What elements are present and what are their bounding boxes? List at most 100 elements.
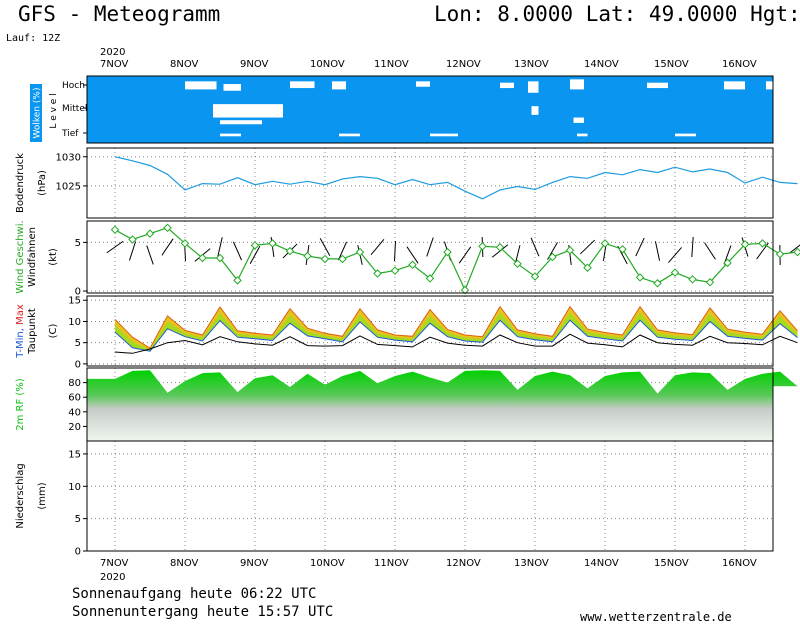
level-axis-label: L e v e l	[49, 93, 59, 128]
wind-speed-point	[565, 245, 575, 255]
date-label-top: 9NOV	[240, 59, 269, 70]
y-tick-label: 15	[68, 296, 81, 307]
y-tick-label: 40	[68, 407, 81, 418]
wind-speed-point	[408, 260, 417, 270]
wind-speed-point	[478, 242, 487, 251]
clear-sky-patch	[416, 81, 430, 87]
wind-speed-point	[775, 249, 785, 259]
date-label-top: 13NOV	[514, 59, 549, 70]
model-run: Lauf: 12Z	[6, 33, 61, 44]
wind-barb	[319, 238, 331, 256]
wind-barb	[530, 237, 540, 257]
wind-speed-point	[145, 229, 155, 238]
temperature-max-line	[114, 305, 798, 349]
clear-sky-patch	[647, 82, 668, 89]
date-label-bottom: 13NOV	[514, 558, 549, 569]
temperature-warm-band	[115, 306, 798, 350]
clear-sky-patch	[430, 133, 458, 137]
wind-speed-point	[285, 246, 295, 256]
wind-barb	[106, 240, 124, 254]
clear-sky-patch	[220, 120, 262, 125]
location-coordinates: Lon: 8.0000 Lat: 49.0000 Hgt: 18	[434, 2, 800, 26]
pressure-axis-label: Bodendruck	[15, 153, 26, 213]
wind-speed-line	[114, 227, 798, 292]
dewpoint-axis-label: Taupunkt	[27, 308, 38, 355]
wind-barb	[217, 237, 223, 257]
y-tick-label: 60	[68, 393, 81, 404]
date-label-bottom: 10NOV	[310, 558, 345, 569]
wind-speed-point	[215, 253, 225, 263]
wind-speed-point	[110, 225, 120, 234]
panel-frame	[86, 295, 774, 367]
cloud-axis-label: Wolken (%)	[33, 88, 43, 139]
y-tick-label: 5	[75, 238, 81, 249]
page-title: GFS - Meteogramm	[18, 2, 221, 26]
precipitation-axis-label: Niederschlag	[15, 463, 26, 528]
y-tick-label: 20	[68, 422, 81, 433]
date-label-top: 7NOV	[100, 59, 129, 70]
wind-speed-point	[233, 276, 242, 285]
wind-barb	[232, 241, 243, 261]
wind-speed-point	[793, 247, 800, 257]
date-label-top: 8NOV	[170, 59, 199, 70]
panel-frame	[86, 147, 774, 219]
precipitation-unit-label: (mm)	[37, 482, 48, 509]
wind-speed-point	[740, 240, 750, 249]
y-tick-label: 0	[75, 287, 81, 298]
wind-axis-label: Wind Geschwi.	[15, 220, 26, 293]
wind-speed-point	[180, 239, 190, 248]
clear-sky-patch	[339, 133, 360, 137]
y-tick-label: 15	[68, 449, 81, 460]
wind-speed-point	[583, 263, 592, 272]
date-label-bottom: 12NOV	[446, 558, 481, 569]
y-tick-label: 0	[75, 547, 81, 558]
wind-speed-point	[530, 272, 540, 281]
cloud-level-label: Mittel	[62, 104, 87, 114]
date-label-bottom: 14NOV	[584, 558, 619, 569]
wind-barb	[691, 236, 694, 258]
wind-speed-point	[163, 223, 172, 233]
wind-barb	[370, 239, 385, 255]
pressure-line	[114, 156, 798, 200]
y-tick-label: 80	[68, 378, 81, 389]
y-tick-label: 5	[75, 514, 81, 525]
wind-barb	[406, 246, 419, 264]
y-tick-label: 10	[68, 317, 81, 328]
temperature-min-line	[114, 319, 798, 352]
wind-speed-point	[303, 251, 312, 261]
website-link[interactable]: www.wetterzentrale.de	[580, 610, 732, 624]
clear-sky-patch	[675, 133, 696, 137]
cloud-panel-frame	[86, 75, 774, 144]
wind-speed-point	[268, 239, 277, 248]
wind-barb	[426, 237, 434, 257]
cloud-label-box	[30, 84, 42, 142]
date-label-bottom: 8NOV	[170, 558, 199, 569]
wind-barb	[128, 241, 137, 261]
sunset-text: Sonnenuntergang heute 15:57 UTC	[72, 604, 334, 620]
wind-unit-label: (kt)	[48, 248, 59, 266]
wind-speed-point	[320, 254, 330, 264]
wind-speed-point	[618, 244, 627, 254]
y-tick-label: 1030	[56, 152, 81, 163]
clear-sky-patch	[766, 81, 787, 90]
wind-speed-point	[670, 268, 680, 277]
panel-frame	[86, 220, 774, 294]
date-label-top: 11NOV	[374, 59, 409, 70]
date-label-bottom: 16NOV	[722, 558, 757, 569]
windbarb-axis-label: Windfahnen	[27, 227, 38, 287]
y-tick-label: 0	[75, 359, 81, 370]
humidity-area	[87, 370, 798, 441]
wind-speed-point	[373, 269, 382, 278]
wind-speed-point	[688, 275, 697, 284]
clear-sky-patch	[223, 84, 241, 91]
wind-speed-point	[128, 235, 137, 244]
wind-speed-point	[548, 252, 557, 262]
year-label-bottom: 2020	[100, 572, 125, 583]
wind-speed-point	[758, 239, 767, 248]
date-label-top: 12NOV	[446, 59, 481, 70]
wind-speed-point	[390, 266, 400, 275]
wind-barb	[458, 246, 472, 264]
date-label-bottom: 15NOV	[654, 558, 689, 569]
clear-sky-patch	[500, 82, 514, 89]
